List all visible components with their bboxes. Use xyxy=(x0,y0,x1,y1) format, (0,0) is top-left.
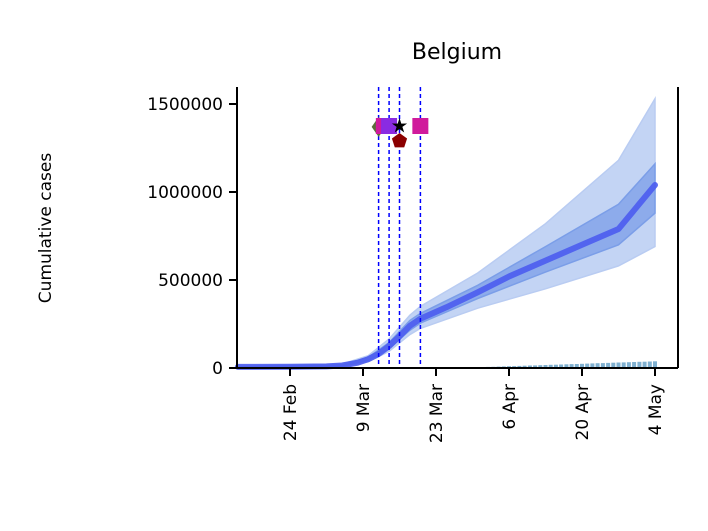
daily-bar xyxy=(653,361,657,368)
y-ticks: 0 500000 1000000 1500000 xyxy=(147,95,237,379)
intervention-lines xyxy=(377,87,422,368)
star-marker xyxy=(391,118,408,133)
daily-bar xyxy=(553,364,558,368)
daily-cases-bars xyxy=(460,361,657,368)
x-tick-label: 9 Mar xyxy=(354,384,374,432)
daily-bar xyxy=(595,363,600,368)
daily-bar xyxy=(632,362,637,368)
daily-bar xyxy=(626,362,631,368)
x-tick-label: 20 Apr xyxy=(573,384,593,440)
daily-bar xyxy=(569,364,574,368)
x-tick-label: 24 Feb xyxy=(281,384,301,441)
pentagon-marker xyxy=(391,133,408,148)
chart-title: Belgium xyxy=(412,40,502,65)
daily-bar xyxy=(559,364,564,368)
x-tick-label: 23 Mar xyxy=(427,384,447,443)
daily-bar xyxy=(548,364,553,368)
daily-bar xyxy=(600,363,605,368)
daily-bar xyxy=(616,362,621,368)
square-marker xyxy=(412,118,429,134)
daily-bar xyxy=(590,363,595,368)
daily-bar xyxy=(585,363,590,368)
median-series-line xyxy=(234,182,658,370)
daily-bar xyxy=(647,361,652,368)
daily-bar xyxy=(621,362,626,368)
daily-bar xyxy=(522,365,527,368)
daily-bar xyxy=(580,363,584,368)
daily-bar xyxy=(564,364,569,368)
intervention-markers xyxy=(371,116,429,148)
daily-bar xyxy=(517,365,522,368)
daily-bar xyxy=(611,362,616,368)
daily-bar xyxy=(543,365,548,368)
daily-bar xyxy=(606,362,611,368)
square-marker xyxy=(381,118,398,134)
axes xyxy=(236,87,679,369)
median-line xyxy=(234,182,658,370)
y-tick-label: 1000000 xyxy=(147,183,223,203)
daily-bar xyxy=(527,365,532,368)
y-axis-label: Cumulative cases xyxy=(36,153,56,304)
daily-bar xyxy=(574,364,579,368)
x-tick-label: 6 Apr xyxy=(500,384,520,430)
x-ticks: 24 Feb 9 Mar 23 Mar 6 Apr 20 Apr 4 May xyxy=(281,368,666,443)
daily-bar xyxy=(642,361,647,368)
y-tick-label: 500000 xyxy=(158,271,223,291)
daily-bar xyxy=(533,365,538,368)
y-tick-label: 1500000 xyxy=(147,95,223,115)
daily-bar xyxy=(538,365,543,368)
daily-bar xyxy=(637,361,642,368)
x-tick-label: 4 May xyxy=(646,384,666,435)
y-tick-label: 0 xyxy=(212,359,223,379)
